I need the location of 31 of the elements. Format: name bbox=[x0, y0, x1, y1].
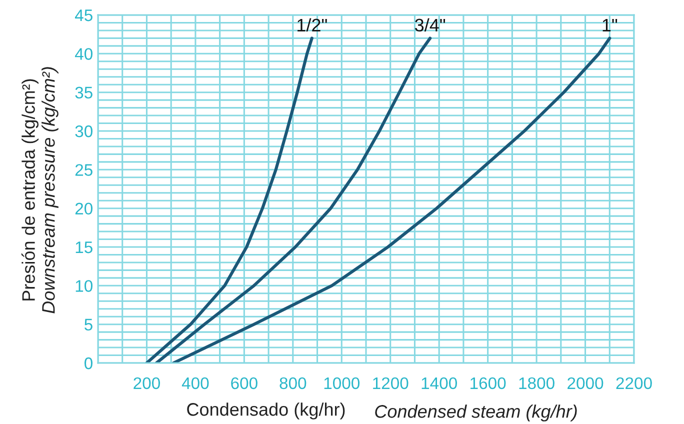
x-tick-label: 1400 bbox=[422, 377, 457, 390]
x-tick-label: 2000 bbox=[568, 377, 604, 390]
series-label: 1/2" bbox=[298, 18, 327, 32]
line-series bbox=[154, 36, 432, 363]
x-tick-label: 400 bbox=[182, 377, 209, 390]
y-tick-label: 35 bbox=[75, 86, 92, 99]
y-tick-label: 25 bbox=[75, 164, 92, 176]
line-series bbox=[145, 36, 314, 363]
y-tick-label: 45 bbox=[74, 10, 92, 22]
y-axis-title: Presión de entrada (kg/cm²) bbox=[21, 79, 39, 300]
y-tick-label: 10 bbox=[76, 280, 92, 292]
x-tick-label: 2200 bbox=[616, 377, 652, 390]
x-tick-label: 800 bbox=[280, 377, 306, 390]
x-axis-title: Condensado (kg/hr) bbox=[187, 402, 345, 420]
text: Condensed steam (kg/hr) bbox=[375, 404, 577, 422]
x-tick-label: 200 bbox=[134, 377, 160, 390]
series-label: 3/4" bbox=[415, 18, 446, 32]
y-tick-label: 30 bbox=[75, 125, 92, 138]
x-tick-label: 1800 bbox=[519, 377, 554, 390]
x-tick-label: 1200 bbox=[373, 377, 408, 390]
line-series bbox=[172, 36, 612, 363]
series-label: 1" bbox=[602, 18, 618, 32]
y-tick-label: 15 bbox=[76, 242, 92, 254]
text: Downstream pressure (kg/cm²) bbox=[42, 67, 58, 314]
y-tick-label: 0 bbox=[84, 357, 92, 370]
y-tick-label: 20 bbox=[75, 202, 92, 215]
x-tick-label: 1000 bbox=[324, 377, 360, 390]
y-tick-label: 5 bbox=[84, 318, 92, 331]
x-tick-label: 1600 bbox=[470, 377, 506, 390]
y-tick-label: 40 bbox=[74, 48, 92, 60]
x-tick-label: 600 bbox=[231, 377, 258, 390]
